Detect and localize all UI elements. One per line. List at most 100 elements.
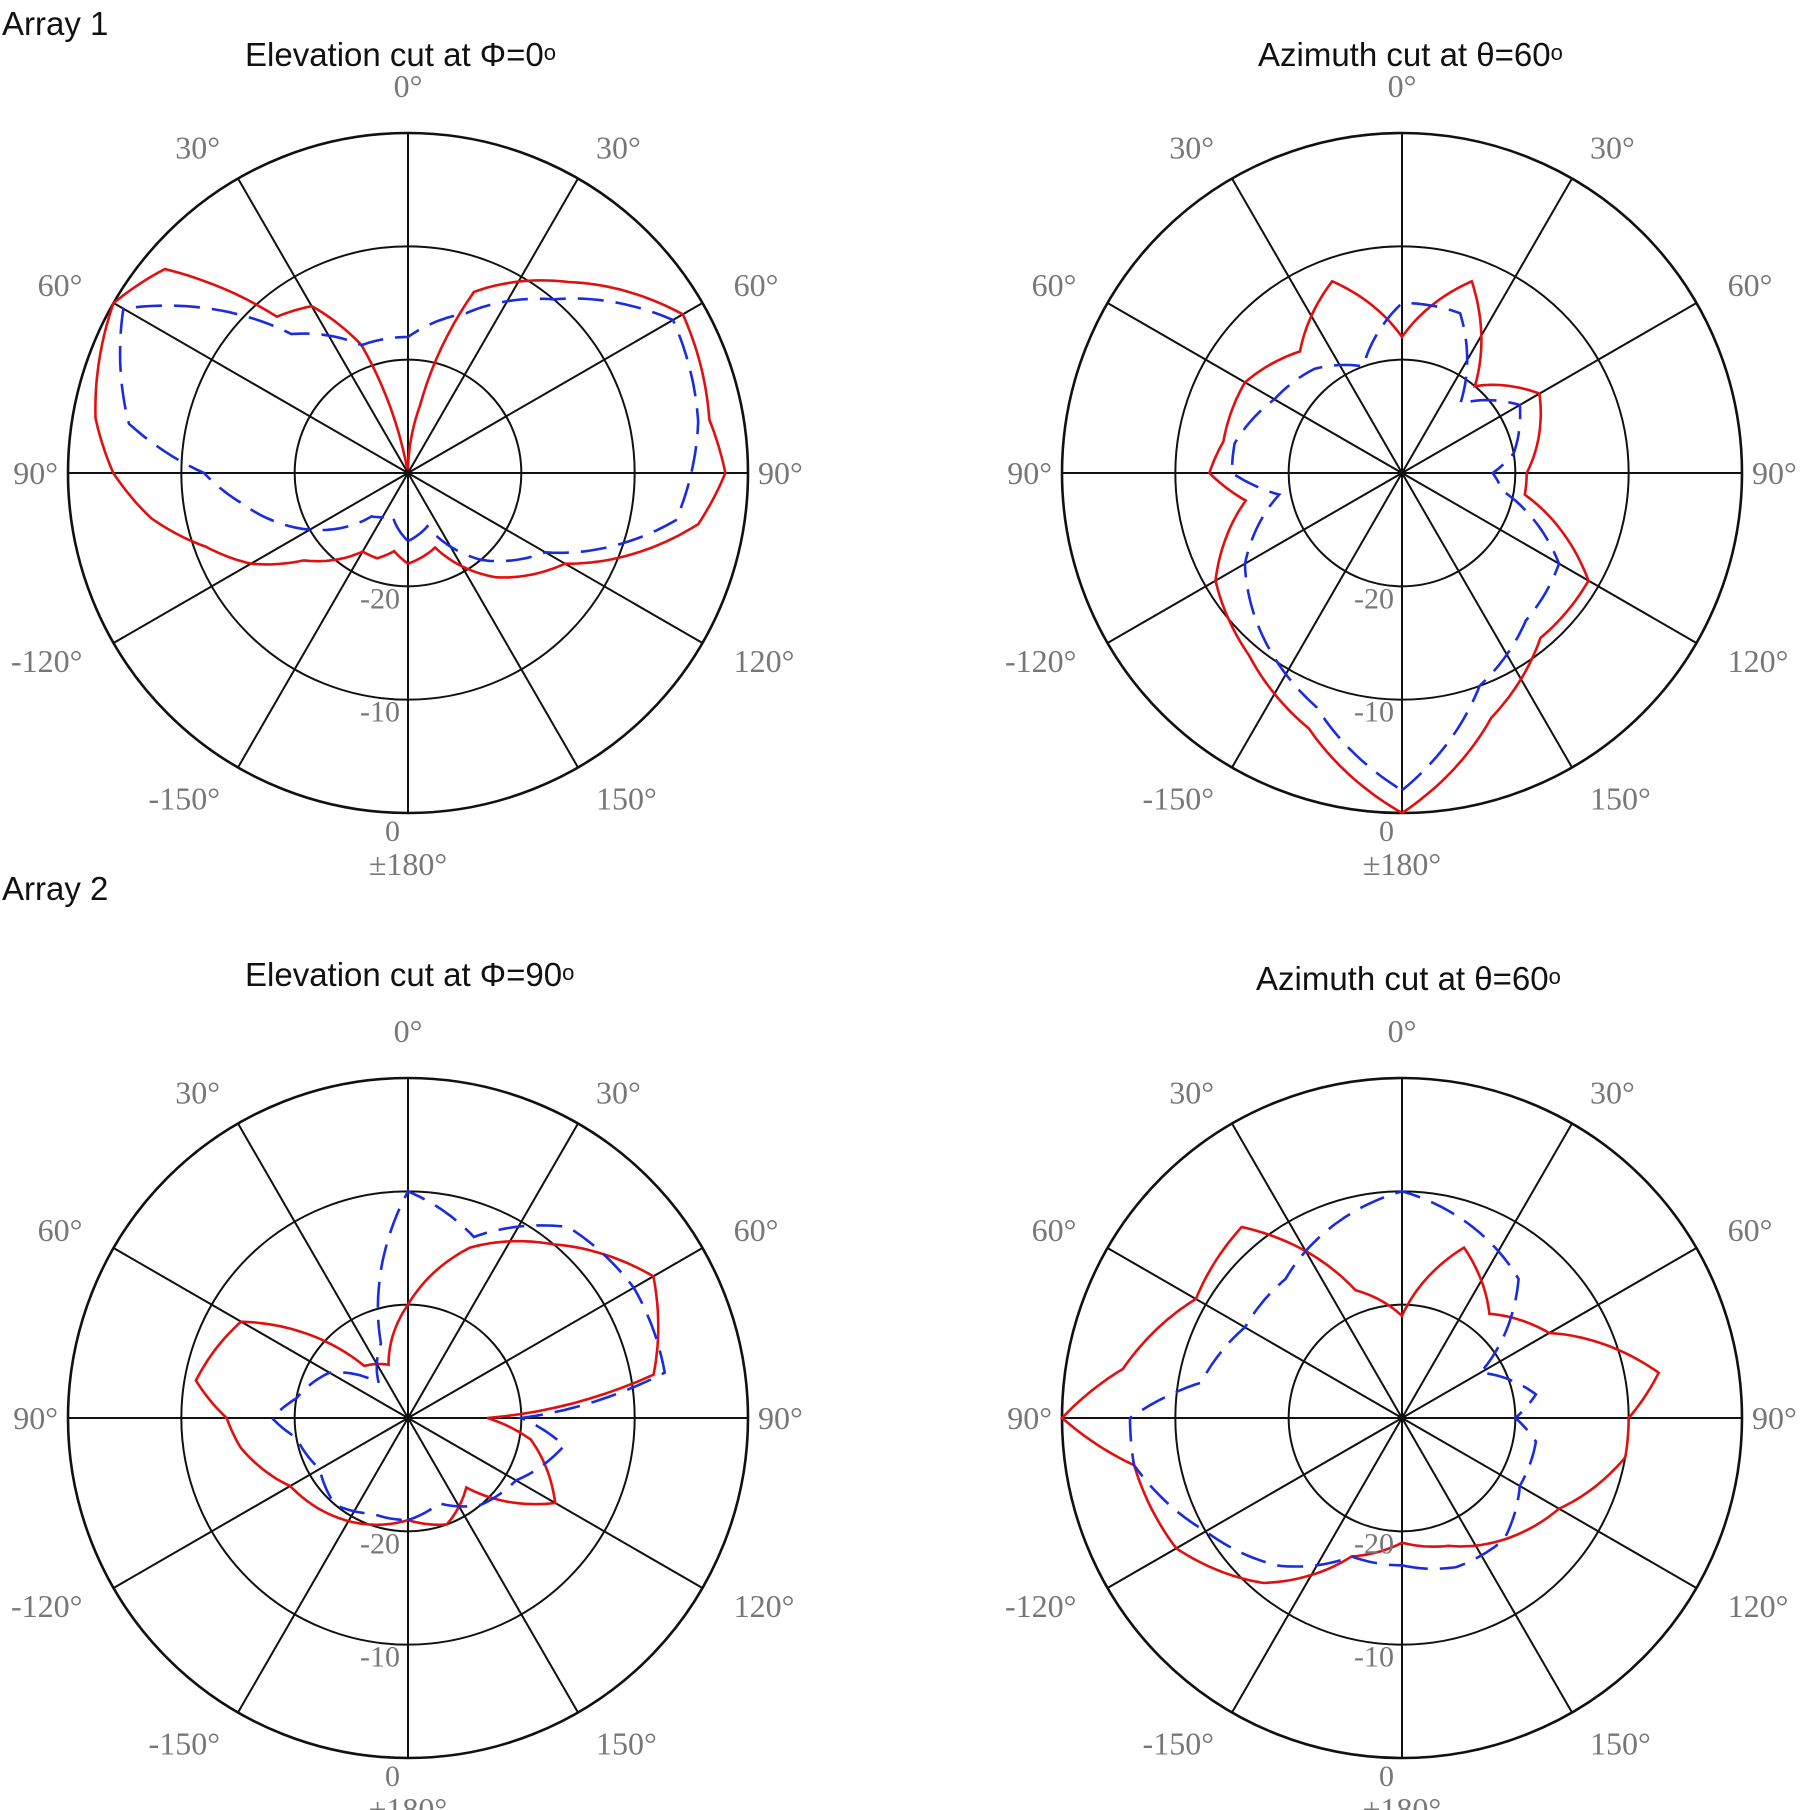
grid-spoke: [1231, 472, 1403, 768]
angle-tick-label: 120°: [1728, 643, 1789, 679]
grid-spoke: [237, 178, 409, 474]
angle-tick-label: 60°: [1032, 1212, 1077, 1248]
angle-tick-label: -120°: [11, 1588, 82, 1624]
grid-spoke: [407, 472, 703, 644]
angle-tick-label: 0°: [394, 68, 423, 104]
angle-tick-label: -120°: [1005, 643, 1076, 679]
radial-tick-label: -20: [1354, 582, 1394, 615]
radial-tick-label: -10: [1354, 1641, 1394, 1674]
center-point: [1398, 1414, 1406, 1422]
grid-spoke: [1107, 1417, 1403, 1589]
grid-spoke: [113, 1417, 409, 1589]
radial-tick-label: -10: [360, 696, 400, 729]
radial-tick-label: 0: [1379, 815, 1394, 848]
polar-chart-2: 0° 30° 60° 90° 120° 150° ±180° -150° -120° 90° 60°…: [1005, 68, 1797, 882]
grid-spoke: [237, 472, 409, 768]
angle-tick-label: 90°: [1752, 455, 1797, 491]
polar-chart-1: 0° 30° 60° 90° 120° 150° ±180° -150° -120° 90° 60°…: [11, 68, 803, 882]
center-point: [404, 1414, 412, 1422]
angle-tick-label: 150°: [596, 781, 657, 817]
angle-tick-label: ±180°: [369, 846, 447, 882]
angle-tick-label: 150°: [596, 1726, 657, 1762]
angle-tick-label: 30°: [596, 129, 641, 165]
angle-tick-label: 30°: [1590, 129, 1635, 165]
angle-tick-label: -150°: [149, 1726, 220, 1762]
radial-tick-label: 0: [385, 815, 400, 848]
series-line-dashed: [270, 1189, 667, 1522]
polar-chart-4: 0° 30° 60° 90° 120° 150° ±180° -150° -120° 90° 60°…: [1005, 1013, 1797, 1810]
grid-spoke: [1401, 302, 1697, 474]
angle-tick-label: -120°: [11, 643, 82, 679]
chart-title-elevation-phi-90: Elevation cut at Φ=90o: [245, 956, 574, 993]
grid-spoke: [237, 1417, 409, 1713]
series-line-solid: [1060, 1225, 1661, 1585]
angle-tick-label: 90°: [1007, 455, 1052, 491]
angle-tick-label: 150°: [1590, 781, 1651, 817]
chart-title-azimuth-theta-60-array-2: Azimuth cut at θ=60o: [1256, 960, 1561, 997]
grid-spoke: [1231, 178, 1403, 474]
angle-tick-label: ±180°: [1363, 1791, 1441, 1810]
grid-spoke: [1401, 1123, 1573, 1419]
grid-spoke: [1401, 472, 1573, 768]
angle-tick-label: 30°: [175, 1074, 220, 1110]
angle-tick-label: 90°: [13, 455, 58, 491]
angle-tick-label: 0°: [1388, 68, 1417, 104]
series-line-dashed: [1230, 301, 1561, 792]
grid-spoke: [1401, 472, 1697, 644]
grid-spoke: [407, 1123, 579, 1419]
group-label-array-1: Array 1: [2, 5, 108, 42]
grid-spoke: [407, 472, 579, 768]
angle-tick-label: 120°: [734, 1588, 795, 1624]
grid-spoke: [1107, 1247, 1403, 1419]
grid-spoke: [1107, 472, 1403, 644]
grid-spoke: [407, 1417, 579, 1713]
radial-tick-label: -10: [1354, 696, 1394, 729]
angle-tick-label: ±180°: [369, 1791, 447, 1810]
radial-tick-label: 0: [1379, 1760, 1394, 1793]
angle-tick-label: 150°: [1590, 1726, 1651, 1762]
angle-tick-label: 30°: [1590, 1074, 1635, 1110]
grid-spoke: [113, 302, 409, 474]
series-line-dashed: [118, 297, 700, 563]
grid-spoke: [1401, 1417, 1573, 1713]
angle-tick-label: 60°: [1728, 267, 1773, 303]
angle-tick-label: -150°: [149, 781, 220, 817]
grid-spoke: [1401, 178, 1573, 474]
angle-tick-label: -150°: [1143, 781, 1214, 817]
grid-spoke: [237, 1123, 409, 1419]
angle-tick-label: 60°: [38, 1212, 83, 1248]
group-label-array-2: Array 2: [2, 870, 108, 907]
grid-spoke: [1107, 302, 1403, 474]
grid-spoke: [407, 302, 703, 474]
radial-tick-label: -20: [360, 1527, 400, 1560]
radial-tick-label: -10: [360, 1641, 400, 1674]
radial-tick-label: 0: [385, 1760, 400, 1793]
series-line-solid: [194, 1239, 660, 1527]
grid-spoke: [113, 472, 409, 644]
center-point: [404, 469, 412, 477]
grid-spoke: [407, 178, 579, 474]
angle-tick-label: 60°: [1032, 267, 1077, 303]
angle-tick-label: -150°: [1143, 1726, 1214, 1762]
angle-tick-label: 30°: [1169, 1074, 1214, 1110]
chart-title-elevation-phi-0: Elevation cut at Φ=0o: [245, 36, 556, 73]
series-line-solid: [1207, 279, 1590, 815]
angle-tick-label: ±180°: [1363, 846, 1441, 882]
angle-tick-label: 120°: [734, 643, 795, 679]
angle-tick-label: 90°: [758, 455, 803, 491]
angle-tick-label: 60°: [38, 267, 83, 303]
angle-tick-label: 60°: [734, 267, 779, 303]
angle-tick-label: 30°: [1169, 129, 1214, 165]
angle-tick-label: 90°: [1007, 1400, 1052, 1436]
angle-tick-label: 30°: [175, 129, 220, 165]
series-line-solid: [94, 267, 727, 579]
grid-spoke: [1401, 1417, 1697, 1589]
angle-tick-label: -120°: [1005, 1588, 1076, 1624]
radial-tick-label: -20: [360, 582, 400, 615]
series-line-dashed: [1128, 1189, 1538, 1571]
angle-tick-label: 90°: [1752, 1400, 1797, 1436]
polar-chart-3: 0° 30° 60° 90° 120° 150° ±180° -150° -120° 90° 60°…: [11, 1013, 803, 1810]
grid-spoke: [1231, 1123, 1403, 1419]
angle-tick-label: 60°: [734, 1212, 779, 1248]
